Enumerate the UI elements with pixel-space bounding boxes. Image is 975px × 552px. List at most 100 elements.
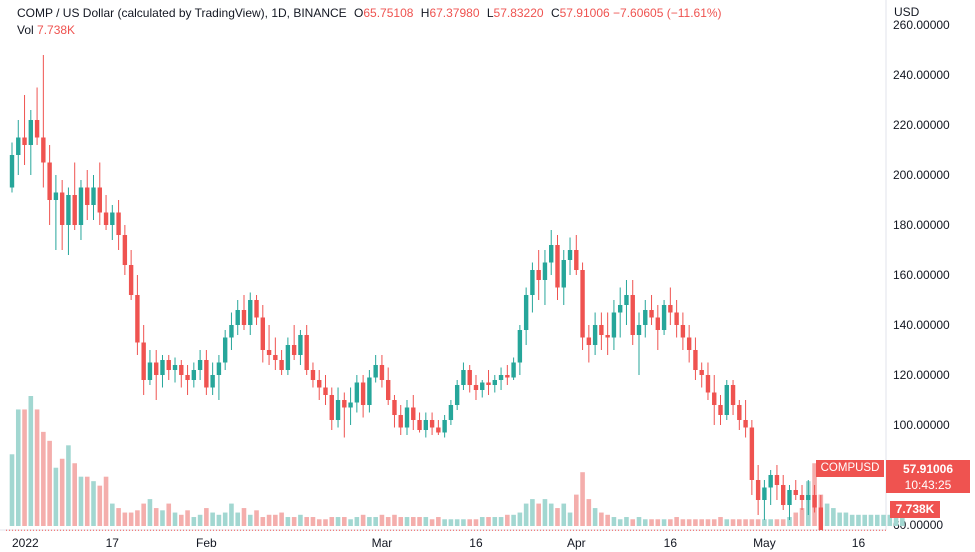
volume-bar (668, 519, 673, 526)
volume-bar (762, 519, 767, 526)
volume-bar (511, 514, 516, 526)
candle-body (436, 427, 441, 433)
volume-bar (128, 512, 134, 526)
legend-close-key: C (550, 6, 560, 20)
candle-body (429, 420, 435, 428)
candle-body (367, 377, 372, 405)
candle-body (498, 375, 504, 380)
volume-bar (699, 519, 704, 526)
volume-bar (59, 458, 65, 526)
volume-bar (417, 517, 422, 526)
volume-bar (743, 519, 748, 526)
legend-open-value: 65.75108 (363, 6, 414, 20)
candle-body (28, 120, 34, 145)
candle-body (486, 382, 491, 385)
volume-bar (110, 503, 115, 526)
volume-bar (15, 409, 21, 526)
candle-body (404, 407, 410, 428)
volume-bar (235, 512, 241, 526)
volume-bar (461, 519, 466, 526)
candle-body (191, 370, 197, 380)
candle-body (304, 335, 309, 370)
candle-body (505, 375, 510, 378)
candle-body (128, 265, 134, 295)
legend-low-key: L (486, 6, 494, 20)
volume-bar (442, 519, 447, 526)
volume-bar (454, 519, 460, 526)
candle-body (806, 495, 811, 500)
candle-body (273, 355, 278, 360)
volume-bar (153, 508, 159, 526)
candle-body (310, 370, 316, 380)
x-tick-label-0: 2022 (12, 536, 39, 550)
candle-body (172, 365, 178, 370)
legend-title: COMP / US Dollar (calculated by TradingV… (17, 6, 347, 20)
candle-body (555, 245, 560, 288)
candle-body (680, 325, 686, 338)
candle-body (712, 392, 717, 405)
candle-body (291, 345, 297, 355)
candle-body (210, 375, 215, 388)
volume-bar (649, 519, 654, 526)
volume-bar (385, 517, 391, 526)
volume-bar (66, 445, 71, 526)
candle-body (668, 305, 673, 313)
candle-body (279, 360, 284, 370)
candle-body (561, 260, 566, 288)
candle-body (47, 162, 52, 200)
candle-body (34, 120, 40, 138)
x-tick-label-3: Mar (372, 536, 393, 550)
candle-body (699, 370, 704, 375)
candle-body (373, 365, 378, 378)
volume-bar (41, 431, 46, 526)
last-price-value: 57.91006 (902, 462, 954, 476)
volume-bar (448, 519, 454, 526)
x-tick-label-7: May (753, 536, 776, 550)
volume-bar (160, 510, 165, 526)
chart-legend: COMP / US Dollar (calculated by TradingV… (17, 5, 722, 39)
volume-bar (348, 519, 353, 526)
volume-bar (862, 514, 868, 526)
volume-bar (611, 517, 617, 526)
candle-body (674, 312, 679, 325)
volume-bar (222, 512, 228, 526)
volume-bar (398, 517, 404, 526)
volume-bar (197, 514, 203, 526)
volume-bar (693, 519, 698, 526)
volume-bar (429, 519, 435, 526)
volume-bar (856, 514, 861, 526)
candle-body (154, 362, 159, 375)
candle-body (91, 187, 96, 205)
candle-body (59, 192, 65, 225)
volume-bar (423, 517, 429, 526)
candle-body (417, 420, 422, 430)
volume-bar (642, 519, 648, 526)
volume-bar (574, 494, 579, 526)
volume-bar (367, 517, 372, 526)
volume-bar (599, 512, 604, 526)
volume-bar (335, 517, 341, 526)
volume-bar (479, 517, 485, 526)
x-tick-label-4: 16 (469, 536, 483, 550)
x-tick-label-2: Feb (196, 536, 217, 550)
candle-body (624, 295, 629, 305)
volume-bar (323, 519, 328, 526)
legend-change: −7.60605 (−11.61%) (613, 6, 722, 20)
bar-countdown: 10:43:25 (904, 478, 952, 492)
candle-body (398, 415, 403, 428)
volume-bar (360, 514, 366, 526)
candle-body (774, 475, 780, 485)
volume-bar (116, 508, 121, 526)
candle-body (323, 387, 328, 395)
candle-body (72, 195, 77, 225)
candle-body (793, 490, 798, 495)
volume-bar (793, 512, 799, 526)
candle-body (411, 407, 416, 420)
volume-bar (78, 476, 84, 526)
volume-bar (505, 514, 510, 526)
volume-bar (84, 476, 90, 526)
candle-body (787, 490, 792, 505)
candle-body (768, 475, 773, 488)
